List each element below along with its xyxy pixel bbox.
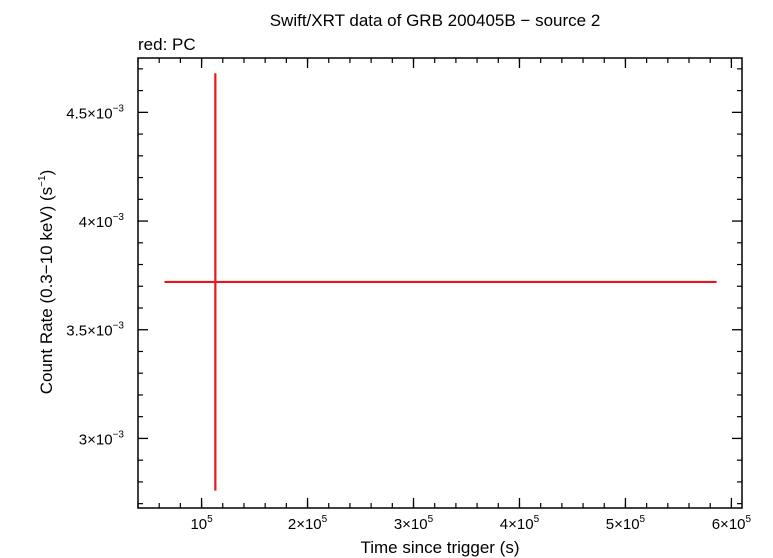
x-tick-labels: 105 2×105 3×105 4×105 5×105 6×105: [190, 514, 751, 533]
x-tick-exp: 5: [322, 514, 328, 525]
y-tick-exp: −3: [113, 321, 125, 332]
x-tick-exp: 5: [534, 514, 540, 525]
y-axis-label-main: Count Rate (0.3−10 keV) (s: [37, 187, 56, 394]
x-tick-label: 5×105: [606, 514, 646, 533]
x-axis-label: Time since trigger (s): [360, 538, 519, 557]
y-axis-label: Count Rate (0.3−10 keV) (s−1): [37, 170, 56, 395]
x-tick-exp: 5: [207, 514, 213, 525]
y-tick-base: 3×10: [79, 431, 113, 448]
plot-frame: [137, 57, 743, 509]
x-tick-exp: 5: [746, 514, 752, 525]
x-tick-label: 6×105: [712, 514, 752, 533]
data-marks: [164, 73, 717, 491]
x-tick-exp: 5: [640, 514, 646, 525]
y-tick-label: 3.5×10−3: [66, 321, 124, 340]
x-tick-base: 4×10: [500, 516, 534, 533]
x-tick-label: 2×105: [288, 514, 328, 533]
axis-ticks: [137, 58, 742, 508]
chart-subtitle: red: PC: [138, 35, 196, 54]
x-tick-label: 3×105: [394, 514, 434, 533]
x-tick-label: 4×105: [500, 514, 540, 533]
y-axis-label-sup: −1: [37, 175, 48, 187]
x-tick-label: 105: [190, 514, 213, 533]
y-tick-labels: 3×10−33.5×10−34×10−34.5×10−3: [66, 103, 124, 448]
y-tick-exp: −3: [113, 429, 125, 440]
x-tick-exp: 5: [428, 514, 434, 525]
y-tick-base: 4.5×10: [66, 105, 112, 122]
y-tick-label: 4.5×10−3: [66, 103, 124, 122]
y-tick-base: 4×10: [79, 214, 113, 231]
y-tick-exp: −3: [113, 103, 125, 114]
y-tick-exp: −3: [113, 212, 125, 223]
x-tick-base: 10: [190, 516, 207, 533]
y-tick-base: 3.5×10: [66, 323, 112, 340]
y-tick-label: 4×10−3: [79, 212, 125, 231]
y-axis-label-close: ): [37, 170, 56, 176]
chart-title: Swift/XRT data of GRB 200405B − source 2: [270, 11, 601, 30]
x-tick-base: 6×10: [712, 516, 746, 533]
x-tick-base: 2×10: [288, 516, 322, 533]
x-tick-base: 5×10: [606, 516, 640, 533]
y-tick-label: 3×10−3: [79, 429, 125, 448]
x-tick-base: 3×10: [394, 516, 428, 533]
